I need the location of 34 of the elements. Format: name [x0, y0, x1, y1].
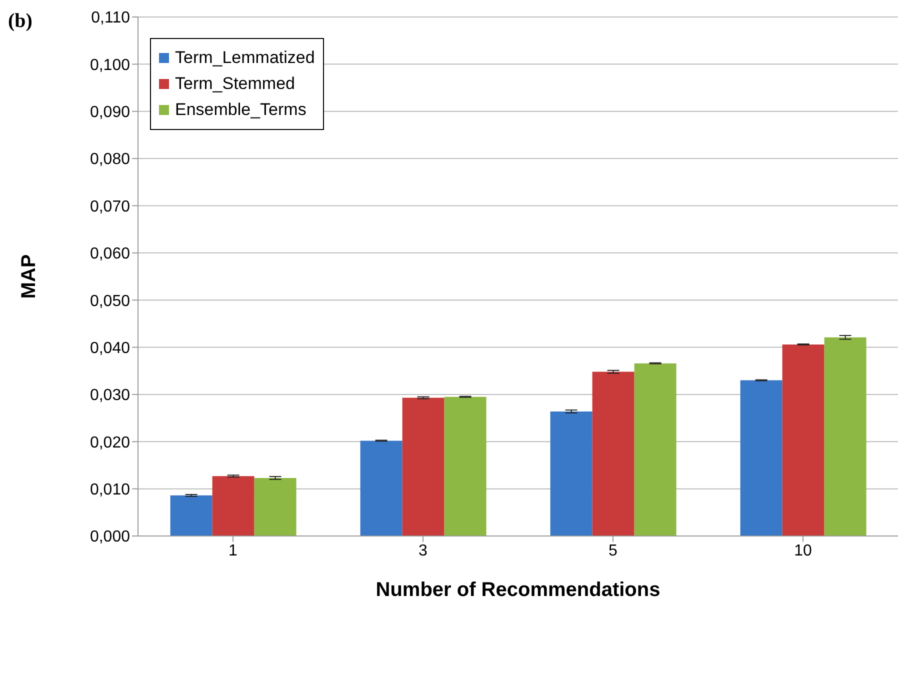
- y-tick-label: 0,010: [90, 482, 130, 498]
- y-tick-label: 0,000: [90, 528, 130, 546]
- x-tick-label: 10: [794, 542, 812, 560]
- x-tick-label: 1: [228, 542, 238, 560]
- y-tick-label: 0,090: [90, 104, 130, 122]
- y-tick-label: 0,100: [90, 56, 130, 74]
- bar: [592, 372, 634, 536]
- legend-label: Term_Lemmatized: [174, 47, 315, 69]
- bar: [170, 495, 212, 536]
- y-tick-label: 0,050: [90, 292, 130, 310]
- x-axis-title: Number of Recommendations: [376, 579, 660, 601]
- x-tick-label: 3: [418, 542, 428, 560]
- bar: [782, 344, 824, 536]
- y-tick-label: 0,040: [90, 340, 130, 357]
- y-tick-label: 0,020: [90, 434, 130, 452]
- bar: [212, 476, 254, 536]
- legend-label: Ensemble_Terms: [174, 99, 308, 121]
- bar: [550, 411, 592, 536]
- bar: [254, 478, 296, 536]
- bar: [360, 440, 402, 536]
- y-tick-label: 0,080: [90, 151, 130, 168]
- x-tick-label: 5: [608, 542, 618, 560]
- y-tick-label: 0,060: [90, 246, 130, 263]
- y-axis-title: MAP: [18, 254, 40, 299]
- bar: [740, 380, 782, 536]
- chart-title: (b): [8, 10, 32, 33]
- legend-label: Term_Stemmed: [174, 73, 296, 95]
- bar: [402, 398, 444, 536]
- y-tick-label: 0,070: [90, 198, 130, 216]
- y-tick-label: 0,030: [90, 387, 130, 404]
- y-tick-label: 0,110: [91, 10, 130, 27]
- bar: [634, 363, 676, 536]
- bar: [444, 396, 486, 536]
- bar: [824, 337, 866, 536]
